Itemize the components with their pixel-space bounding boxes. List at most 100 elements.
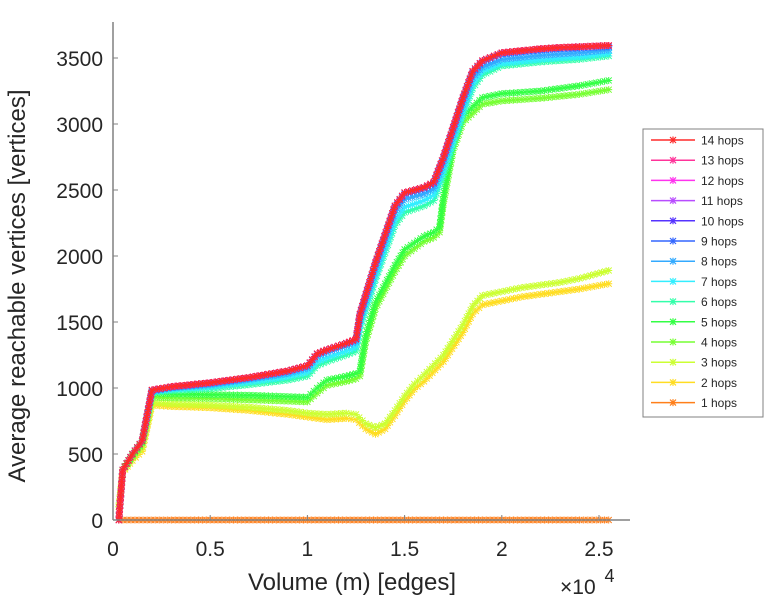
data-point xyxy=(443,155,451,163)
data-point xyxy=(442,180,450,188)
legend-item: 9 hops xyxy=(651,235,737,249)
legend-label: 13 hops xyxy=(701,154,744,168)
data-point xyxy=(441,184,449,192)
data-point xyxy=(592,282,600,290)
data-point xyxy=(548,93,556,101)
data-point xyxy=(431,174,439,182)
data-point xyxy=(529,291,537,299)
x-tick-label: 2.5 xyxy=(584,538,613,561)
data-point xyxy=(118,477,126,485)
legend-marker xyxy=(669,257,677,265)
data-point xyxy=(464,79,472,87)
data-point xyxy=(486,290,494,298)
data-point xyxy=(354,323,362,331)
legend-item: 6 hops xyxy=(651,295,737,309)
data-point xyxy=(460,103,468,111)
data-point xyxy=(356,367,364,375)
data-point xyxy=(335,342,343,350)
data-point xyxy=(296,374,304,382)
data-point xyxy=(261,404,269,412)
data-point xyxy=(387,275,395,283)
data-point xyxy=(152,399,160,407)
data-point xyxy=(367,319,375,327)
data-point xyxy=(369,312,377,320)
data-point xyxy=(296,398,304,406)
data-point xyxy=(576,285,584,293)
data-point xyxy=(364,282,372,290)
data-point xyxy=(368,270,376,278)
data-point xyxy=(541,86,549,94)
data-point xyxy=(478,71,486,79)
data-point xyxy=(202,391,210,399)
data-point xyxy=(584,42,592,50)
data-point xyxy=(338,340,346,348)
data-point xyxy=(556,54,564,62)
data-point xyxy=(272,397,280,405)
data-point xyxy=(397,258,405,266)
data-point xyxy=(387,233,395,241)
data-point xyxy=(452,116,460,124)
data-point xyxy=(331,355,339,363)
data-point xyxy=(117,489,125,497)
data-point xyxy=(183,390,191,398)
data-point xyxy=(371,298,379,306)
data-point xyxy=(568,91,576,99)
series-line xyxy=(118,44,609,521)
data-point xyxy=(506,48,514,56)
data-point xyxy=(521,46,529,54)
data-point xyxy=(482,300,490,308)
x-tick-label: 2 xyxy=(496,538,508,561)
data-point xyxy=(560,84,568,92)
data-point xyxy=(146,394,154,402)
data-point xyxy=(126,453,134,461)
data-point xyxy=(592,88,600,96)
data-point xyxy=(517,57,525,65)
data-point xyxy=(352,335,360,343)
data-point xyxy=(556,50,564,58)
data-point xyxy=(144,406,152,414)
data-point xyxy=(498,55,506,63)
data-point xyxy=(423,231,431,239)
data-point xyxy=(584,48,592,56)
data-point xyxy=(233,403,241,411)
data-point xyxy=(353,339,361,347)
data-point xyxy=(441,149,449,157)
data-point xyxy=(544,51,552,59)
data-point xyxy=(366,323,374,331)
data-point xyxy=(195,394,203,402)
data-point xyxy=(541,281,549,289)
data-point xyxy=(482,66,490,74)
data-point xyxy=(580,284,588,292)
y-tick-label: 1000 xyxy=(56,378,103,401)
data-point xyxy=(588,42,596,50)
data-point xyxy=(548,279,556,287)
data-point xyxy=(352,375,360,383)
legend-marker xyxy=(669,217,677,225)
data-point xyxy=(327,356,335,364)
data-point xyxy=(222,402,230,410)
y-ticks: 0 500 1000 1500 2000 2500 3000 3500 xyxy=(56,48,118,533)
data-point xyxy=(466,88,474,96)
data-point xyxy=(423,188,431,196)
legend-marker xyxy=(669,156,677,164)
data-point xyxy=(346,371,354,379)
data-point xyxy=(434,181,442,189)
data-point xyxy=(463,321,471,329)
data-point xyxy=(605,41,613,49)
data-point xyxy=(605,76,613,84)
data-point xyxy=(572,82,580,90)
data-point xyxy=(568,276,576,284)
legend-item: 13 hops xyxy=(651,154,744,168)
data-point xyxy=(404,243,412,251)
legend-label: 10 hops xyxy=(701,214,744,228)
data-point xyxy=(396,404,404,412)
data-point xyxy=(323,354,331,362)
data-point xyxy=(377,294,385,302)
data-point xyxy=(509,295,517,303)
data-point xyxy=(494,288,502,296)
data-point xyxy=(198,390,206,398)
data-point xyxy=(146,398,154,406)
data-point xyxy=(175,390,183,398)
data-point xyxy=(459,94,467,102)
data-point xyxy=(404,250,412,258)
